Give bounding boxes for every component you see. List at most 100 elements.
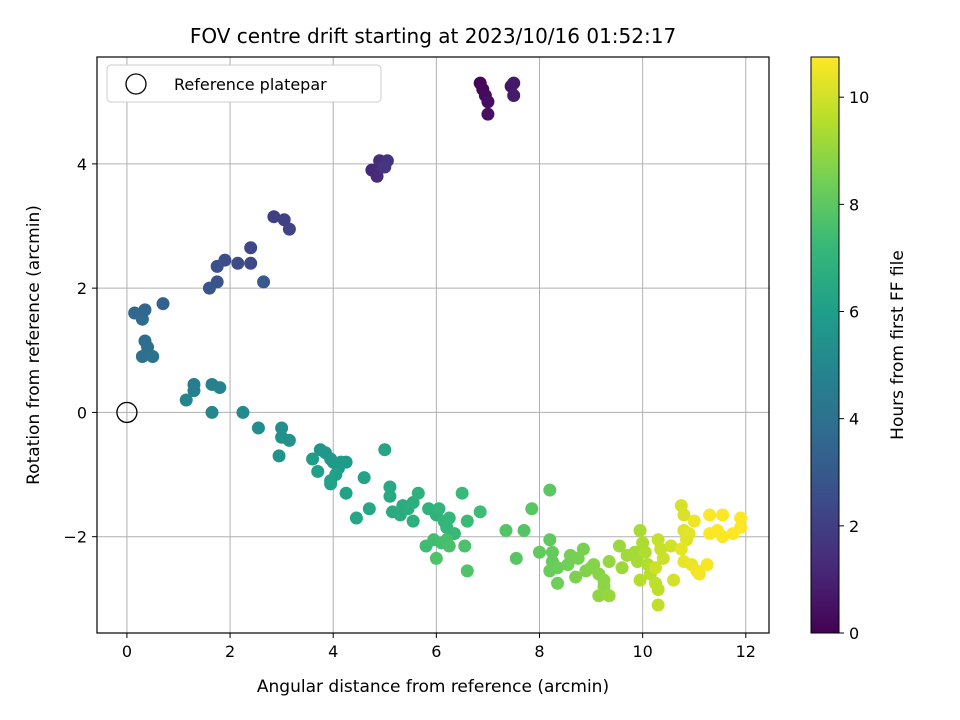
data-point — [569, 570, 583, 584]
data-point — [411, 486, 425, 500]
colorbar-tick-label: 10 — [849, 88, 869, 107]
data-point — [282, 433, 296, 447]
data-point — [638, 545, 652, 559]
data-point — [734, 511, 748, 525]
data-point — [349, 511, 363, 525]
y-axis-label: Rotation from reference (arcmin) — [24, 205, 44, 485]
y-tick-label: −2 — [63, 528, 87, 547]
data-point — [543, 483, 557, 497]
data-point — [545, 545, 559, 559]
y-tick-label: 0 — [77, 403, 87, 422]
data-point — [481, 95, 495, 109]
data-point — [187, 384, 201, 398]
colorbar-tick-label: 4 — [849, 410, 859, 429]
data-point — [667, 573, 681, 587]
data-point — [700, 558, 714, 572]
colorbar-tick-label: 8 — [849, 195, 859, 214]
data-point — [406, 514, 420, 528]
data-point — [677, 508, 691, 522]
data-point — [432, 502, 446, 516]
colorbar-label: Hours from first FF file — [888, 250, 908, 440]
colorbar-tick-label: 0 — [849, 624, 859, 643]
data-point — [244, 241, 258, 255]
data-point — [244, 256, 258, 270]
data-point — [551, 561, 565, 575]
data-point — [532, 545, 546, 559]
data-point — [272, 449, 286, 463]
data-point — [602, 555, 616, 569]
data-point — [692, 567, 706, 581]
x-tick-label: 2 — [225, 642, 235, 661]
legend: Reference platepar — [106, 64, 382, 103]
data-point — [633, 523, 647, 537]
data-point — [592, 589, 606, 603]
data-point — [517, 523, 531, 537]
data-point — [282, 222, 296, 236]
data-point — [383, 480, 397, 494]
data-point — [612, 539, 626, 553]
legend-label: Reference platepar — [174, 75, 327, 94]
data-point — [455, 486, 469, 500]
plot-frame — [96, 56, 770, 634]
data-point — [267, 210, 281, 224]
data-point — [236, 405, 250, 419]
y-tick-label: 2 — [77, 279, 87, 298]
data-point — [716, 508, 730, 522]
chart-title: FOV centre drift starting at 2023/10/16 … — [190, 24, 676, 48]
data-point — [324, 477, 338, 491]
data-point — [311, 464, 325, 478]
data-point — [734, 520, 748, 534]
data-point — [473, 505, 487, 519]
data-point — [656, 551, 670, 565]
data-point — [651, 598, 665, 612]
y-axis-ticks: −2 0 2 4 — [63, 155, 97, 547]
data-point — [543, 533, 557, 547]
data-point — [202, 281, 216, 295]
reference-platepar-point — [116, 401, 138, 424]
data-point — [460, 564, 474, 578]
data-point — [156, 297, 170, 311]
data-point — [213, 381, 227, 395]
data-points — [128, 76, 748, 612]
data-point — [664, 539, 678, 553]
data-point — [703, 508, 717, 522]
x-tick-label: 4 — [328, 642, 338, 661]
data-point — [205, 405, 219, 419]
data-point — [674, 542, 688, 556]
legend-reference-marker — [125, 73, 147, 95]
x-tick-label: 10 — [632, 642, 652, 661]
x-tick-label: 8 — [534, 642, 544, 661]
data-point — [135, 349, 149, 363]
data-point — [460, 514, 474, 528]
data-point — [602, 589, 616, 603]
data-point — [651, 583, 665, 597]
data-point — [378, 160, 392, 174]
x-tick-label: 0 — [122, 642, 132, 661]
x-tick-label: 6 — [431, 642, 441, 661]
data-point — [135, 312, 149, 326]
x-axis-label: Angular distance from reference (arcmin) — [257, 677, 609, 697]
data-point — [383, 489, 397, 503]
data-point — [507, 89, 521, 103]
data-point — [442, 511, 456, 525]
data-point — [458, 539, 472, 553]
data-point — [275, 421, 289, 435]
colorbar — [810, 56, 840, 634]
data-point — [231, 256, 245, 270]
data-point — [357, 471, 371, 485]
data-point — [509, 551, 523, 565]
data-point — [551, 576, 565, 590]
data-point — [146, 349, 160, 363]
data-point — [615, 561, 629, 575]
y-tick-label: 4 — [77, 155, 87, 174]
data-point — [306, 452, 320, 466]
data-point — [210, 259, 224, 273]
data-point — [481, 107, 495, 121]
data-point — [507, 76, 521, 90]
data-point — [716, 530, 730, 544]
data-point — [576, 542, 590, 556]
data-point — [378, 443, 392, 457]
colorbar-tick-label: 6 — [849, 303, 859, 322]
data-point — [630, 555, 644, 569]
